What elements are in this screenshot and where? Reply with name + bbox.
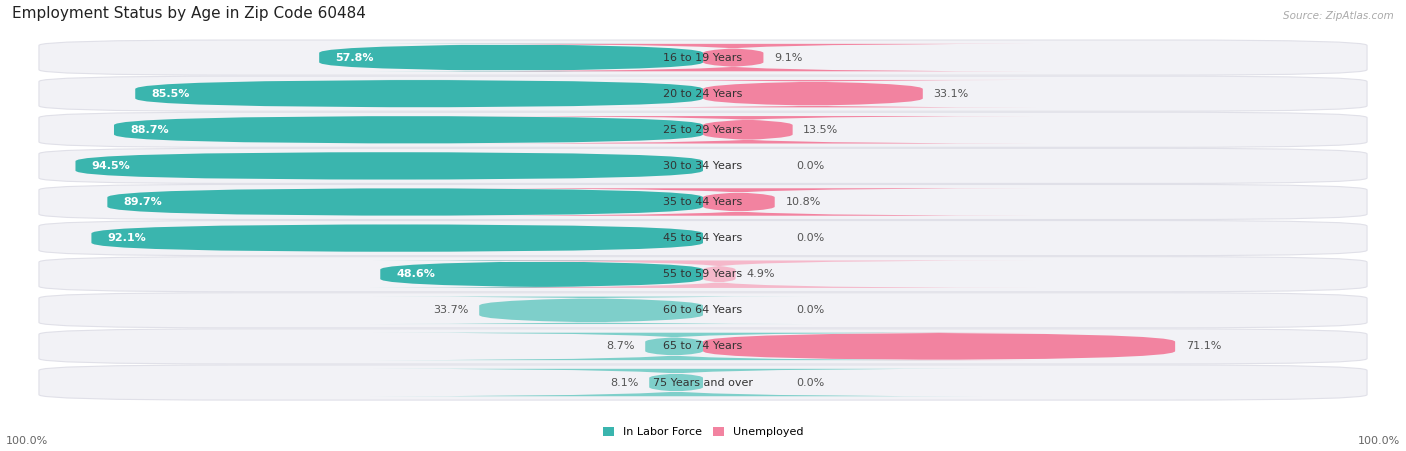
FancyBboxPatch shape [39, 184, 1367, 220]
Text: 33.7%: 33.7% [433, 305, 468, 315]
Text: 60 to 64 Years: 60 to 64 Years [664, 305, 742, 315]
Text: 94.5%: 94.5% [91, 161, 131, 171]
Text: 92.1%: 92.1% [107, 233, 146, 243]
Text: 0.0%: 0.0% [796, 233, 824, 243]
FancyBboxPatch shape [39, 365, 1367, 400]
Text: 88.7%: 88.7% [129, 125, 169, 135]
FancyBboxPatch shape [432, 44, 1035, 71]
Text: 16 to 19 Years: 16 to 19 Years [664, 53, 742, 63]
FancyBboxPatch shape [107, 188, 703, 216]
FancyBboxPatch shape [39, 40, 1367, 75]
Text: 13.5%: 13.5% [803, 125, 838, 135]
FancyBboxPatch shape [39, 257, 1367, 292]
Text: 0.0%: 0.0% [796, 305, 824, 315]
FancyBboxPatch shape [39, 221, 1367, 256]
Text: 8.1%: 8.1% [610, 377, 638, 387]
FancyBboxPatch shape [703, 333, 1175, 360]
Text: 71.1%: 71.1% [1185, 341, 1222, 351]
Legend: In Labor Force, Unemployed: In Labor Force, Unemployed [598, 423, 808, 442]
FancyBboxPatch shape [114, 116, 703, 143]
Text: 33.1%: 33.1% [934, 89, 969, 99]
Text: 55 to 59 Years: 55 to 59 Years [664, 269, 742, 279]
Text: 25 to 29 Years: 25 to 29 Years [664, 125, 742, 135]
Text: 65 to 74 Years: 65 to 74 Years [664, 341, 742, 351]
FancyBboxPatch shape [371, 369, 981, 396]
Text: 89.7%: 89.7% [124, 197, 162, 207]
FancyBboxPatch shape [39, 329, 1367, 364]
Text: Employment Status by Age in Zip Code 60484: Employment Status by Age in Zip Code 604… [13, 6, 367, 21]
Text: 0.0%: 0.0% [796, 377, 824, 387]
FancyBboxPatch shape [76, 152, 703, 179]
FancyBboxPatch shape [371, 261, 713, 288]
Text: 20 to 24 Years: 20 to 24 Years [664, 89, 742, 99]
FancyBboxPatch shape [461, 116, 1035, 143]
FancyBboxPatch shape [443, 188, 1035, 216]
FancyBboxPatch shape [404, 261, 1035, 288]
Text: 10.8%: 10.8% [786, 197, 821, 207]
FancyBboxPatch shape [39, 148, 1367, 184]
Text: 4.9%: 4.9% [747, 269, 775, 279]
Text: 100.0%: 100.0% [1358, 436, 1400, 446]
Text: 85.5%: 85.5% [152, 89, 190, 99]
Text: 100.0%: 100.0% [6, 436, 48, 446]
Text: Source: ZipAtlas.com: Source: ZipAtlas.com [1282, 11, 1393, 21]
Text: 30 to 34 Years: 30 to 34 Years [664, 161, 742, 171]
Text: 75 Years and over: 75 Years and over [652, 377, 754, 387]
FancyBboxPatch shape [91, 225, 703, 252]
FancyBboxPatch shape [319, 44, 703, 71]
FancyBboxPatch shape [39, 293, 1367, 328]
Text: 9.1%: 9.1% [775, 53, 803, 63]
Text: 57.8%: 57.8% [335, 53, 374, 63]
Text: 8.7%: 8.7% [606, 341, 634, 351]
Text: 45 to 54 Years: 45 to 54 Years [664, 233, 742, 243]
FancyBboxPatch shape [591, 80, 1035, 107]
Text: 0.0%: 0.0% [796, 161, 824, 171]
FancyBboxPatch shape [135, 80, 703, 107]
FancyBboxPatch shape [371, 297, 811, 324]
Text: 35 to 44 Years: 35 to 44 Years [664, 197, 742, 207]
FancyBboxPatch shape [371, 333, 977, 360]
FancyBboxPatch shape [39, 112, 1367, 147]
FancyBboxPatch shape [39, 76, 1367, 111]
Text: 48.6%: 48.6% [396, 269, 434, 279]
